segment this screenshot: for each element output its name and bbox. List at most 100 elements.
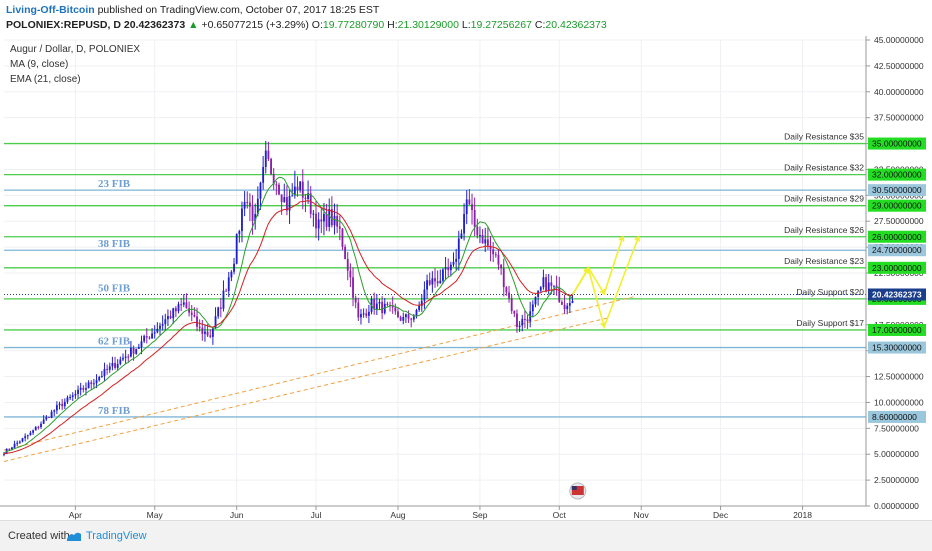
candle-body: [362, 313, 365, 315]
candle-body: [436, 281, 439, 284]
candle-body: [344, 246, 347, 260]
author-link[interactable]: Living-Off-Bitcoin: [6, 4, 95, 16]
level-tag: [868, 410, 926, 423]
candle-body: [188, 308, 191, 313]
fib-label: 23 FIB: [98, 178, 131, 190]
price-chart[interactable]: Daily Resistance $35 Daily Resistance $32…: [0, 36, 932, 520]
candle-body: [537, 290, 540, 297]
candle-body: [367, 311, 370, 316]
candle-body: [132, 347, 135, 354]
candle-body: [412, 316, 415, 320]
candle-body: [508, 292, 510, 299]
candle-body: [254, 214, 257, 222]
candle-body: [563, 304, 566, 310]
projection-arrows: [571, 235, 641, 330]
level-label: Daily Resistance $29: [784, 194, 864, 204]
arrow-head: [599, 288, 606, 296]
price-axis[interactable]: 0.00000000 2.50000000 5.00000000 7.50000000…: [865, 36, 932, 520]
candle-body: [492, 249, 495, 255]
published-text: published on TradingView.com, October 07…: [97, 4, 380, 16]
high-value: 21.30129000: [397, 19, 459, 31]
candle-body: [172, 308, 175, 319]
price-tick-label: 40.00000000: [874, 87, 924, 97]
candle-body: [394, 307, 397, 312]
level-label: Daily Resistance $23: [784, 256, 864, 266]
candle-body: [397, 311, 399, 318]
candle-body: [214, 316, 217, 329]
candle-body: [106, 368, 109, 370]
fib-label: 62 FIB: [98, 336, 131, 348]
price-tick-label: 45.00000000: [874, 36, 924, 45]
candle-body: [479, 235, 481, 237]
trendlines: [3, 296, 634, 462]
time-tick-label: Jul: [311, 510, 322, 520]
candle-body: [291, 195, 294, 197]
candle-body: [328, 209, 331, 227]
candle-body: [66, 397, 69, 402]
candle-body: [447, 267, 450, 271]
price-tick-label: 5.00000000: [874, 449, 919, 459]
candle-body: [238, 231, 241, 235]
candle-body: [288, 196, 291, 211]
candle-body: [391, 305, 394, 308]
level-tag-label: 24.70000000: [872, 245, 922, 255]
level-label: Daily Support $20: [796, 287, 864, 297]
candle-body: [201, 327, 204, 334]
candle-body: [246, 201, 249, 203]
level-label: Daily Resistance $26: [784, 225, 864, 235]
level-tag-label: 23.00000000: [872, 263, 922, 273]
open-value: 19.77280790: [322, 19, 385, 31]
candle-body: [185, 302, 188, 309]
candle-body: [45, 416, 48, 420]
created-with: Created with: [8, 530, 70, 542]
level-tag: [868, 168, 926, 181]
candle-body: [63, 401, 66, 407]
candle-body: [399, 317, 402, 321]
candle-body: [439, 280, 442, 284]
candle-body: [95, 380, 98, 384]
candle-body: [148, 337, 151, 339]
candle-body: [256, 198, 259, 215]
candle-body: [521, 318, 524, 326]
candle-body: [434, 278, 436, 282]
candle-body: [349, 270, 352, 278]
candle-body: [426, 280, 428, 290]
candle-body: [357, 302, 360, 318]
low-label: L:: [461, 19, 471, 31]
candle-body: [410, 318, 413, 320]
price-change: +0.65077215 (+3.29%): [201, 19, 309, 31]
candle-body: [560, 302, 563, 305]
candle-body: [513, 311, 516, 314]
flag-icon[interactable]: [569, 482, 587, 500]
candle-body: [143, 336, 146, 342]
candle-body: [545, 277, 547, 291]
tradingview-brand[interactable]: TradingView: [86, 530, 147, 542]
candle-body: [320, 219, 323, 222]
candle-body: [494, 254, 497, 256]
grid: [4, 39, 866, 507]
candle-body: [251, 206, 254, 222]
candle-body: [278, 184, 280, 195]
horizontal-levels: Daily Resistance $35 Daily Resistance $32…: [4, 132, 866, 418]
candle-body: [248, 202, 251, 207]
candle-body: [156, 328, 159, 333]
candle-body: [164, 319, 167, 325]
ema-line: [3, 199, 573, 455]
time-axis[interactable]: Apr May Jun Jul Aug Sep Oct Nov Dec 2018: [0, 505, 866, 520]
candle-body: [489, 245, 492, 250]
candle-body: [243, 201, 246, 209]
legend-ma[interactable]: MA (9, close): [10, 59, 69, 70]
candle-body: [71, 395, 74, 397]
time-tick-label: Nov: [634, 510, 650, 520]
candle-body: [82, 387, 85, 390]
candle-body: [159, 325, 161, 329]
candle-body: [352, 277, 354, 298]
time-tick-label: Oct: [553, 510, 567, 520]
level-label: Daily Resistance $35: [784, 132, 864, 142]
legend-ema[interactable]: EMA (21, close): [10, 74, 81, 85]
candle-body: [169, 316, 172, 319]
candle-body: [317, 219, 320, 229]
candle-body: [309, 193, 312, 214]
candle-body: [119, 359, 122, 365]
candle-body: [90, 382, 93, 385]
